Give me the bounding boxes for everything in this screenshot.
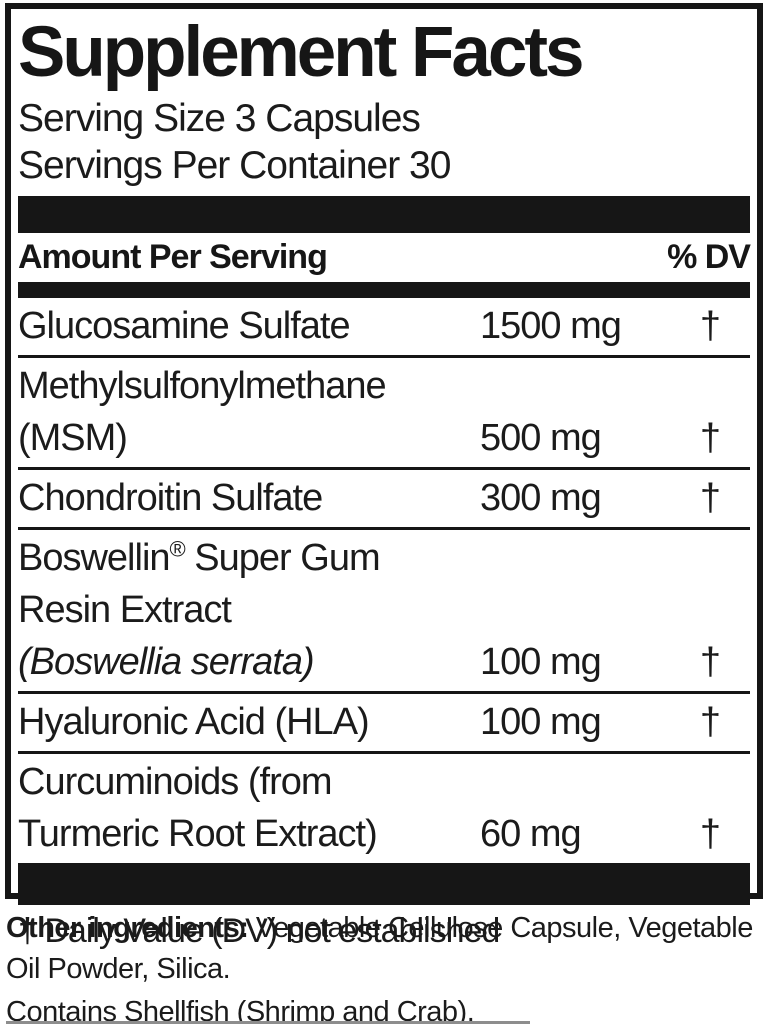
- divider-bar-thick-top: [18, 196, 750, 233]
- divider-bar-thick-bottom: [18, 863, 750, 905]
- ingredient-amount: 1500 mg: [480, 305, 622, 347]
- ingredient-name: Boswellin® Super Gum: [18, 532, 750, 584]
- bottom-cutoff-bar: [6, 1021, 530, 1024]
- ingredient-dv-dagger: †: [699, 477, 721, 519]
- registered-trademark-symbol: ®: [169, 536, 186, 562]
- other-ingredients-paragraph: Other ingredients: Vegetable Cellulose C…: [6, 908, 768, 990]
- ingredient-name: Hyaluronic Acid (HLA): [18, 701, 370, 743]
- daily-value-footnote: † Daily Value (DV) not established: [18, 912, 500, 950]
- divider-bar-medium: [18, 282, 750, 298]
- ingredient-name: Methylsulfonylmethane: [18, 365, 387, 407]
- servings-per-container: Servings Per Container 30: [18, 144, 451, 187]
- ingredient-amount: 500 mg: [480, 417, 602, 459]
- ingredient-name: Glucosamine Sulfate: [18, 305, 351, 347]
- allergen-statement: Contains Shellfish (Shrimp and Crab).: [6, 996, 475, 1024]
- percent-dv-header: % DV: [667, 238, 751, 276]
- ingredient-botanical-name: (Boswellia serrata): [18, 641, 315, 683]
- ingredient-name: Curcuminoids (from: [18, 761, 333, 803]
- ingredient-name-text: Super Gum: [184, 537, 380, 579]
- ingredient-dv-dagger: †: [699, 813, 721, 855]
- ingredient-amount: 300 mg: [480, 477, 602, 519]
- ingredient-name-line2: Turmeric Root Extract): [18, 813, 378, 855]
- table-row: Glucosamine Sulfate 1500 mg †: [18, 298, 750, 358]
- ingredient-dv-dagger: †: [699, 305, 721, 347]
- supplement-facts-title: Supplement Facts: [18, 13, 585, 92]
- ingredient-dv-dagger: †: [699, 641, 721, 683]
- ingredient-name-line2: (MSM): [18, 417, 128, 459]
- table-row: Curcuminoids (from Turmeric Root Extract…: [18, 754, 750, 863]
- ingredient-amount: 100 mg: [480, 641, 602, 683]
- ingredient-amount: 60 mg: [480, 813, 582, 855]
- ingredient-amount: 100 mg: [480, 701, 602, 743]
- ingredient-name-text: Boswellin: [18, 537, 171, 579]
- serving-size: Serving Size 3 Capsules: [18, 97, 421, 140]
- table-row: Methylsulfonylmethane (MSM) 500 mg †: [18, 358, 750, 470]
- ingredient-name: Chondroitin Sulfate: [18, 477, 323, 519]
- table-row: Hyaluronic Acid (HLA) 100 mg †: [18, 694, 750, 754]
- other-ingredients-label: Other ingredients:: [6, 912, 249, 944]
- ingredient-name-line2: Resin Extract: [18, 589, 232, 631]
- ingredient-dv-dagger: †: [699, 417, 721, 459]
- table-row: Chondroitin Sulfate 300 mg †: [18, 470, 750, 530]
- amount-per-serving-header: Amount Per Serving: [18, 238, 328, 276]
- table-row: Boswellin® Super Gum Resin Extract (Bosw…: [18, 530, 750, 694]
- other-ingredients-text: Vegetable Cellulose Capsule, Vegetable O…: [6, 912, 753, 985]
- supplement-facts-panel: Supplement Facts Serving Size 3 Capsules…: [5, 3, 763, 950]
- table-header-row: Amount Per Serving % DV: [18, 233, 751, 282]
- ingredient-dv-dagger: †: [699, 701, 721, 743]
